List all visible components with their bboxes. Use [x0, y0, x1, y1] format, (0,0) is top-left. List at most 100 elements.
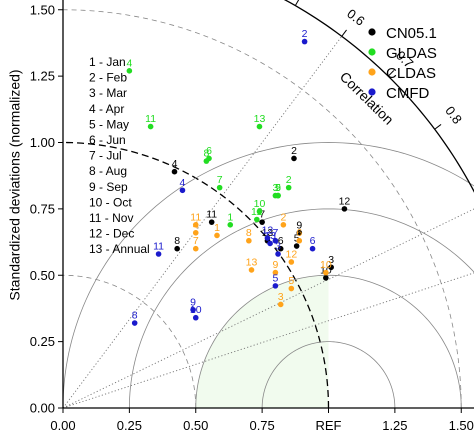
data-point	[179, 187, 186, 194]
data-point	[264, 235, 271, 241]
data-point-label: 5	[294, 233, 300, 245]
data-point	[293, 243, 300, 249]
data-point-label: 6	[296, 227, 302, 239]
month-key-entry: 3 - Mar	[89, 86, 127, 100]
data-point-label: 2	[286, 174, 292, 186]
legend-entry: GLDAS	[386, 45, 437, 62]
data-point-label: 4	[180, 177, 186, 189]
data-point-label: 7	[217, 174, 223, 186]
correlation-line-1	[62, 208, 474, 409]
data-point	[171, 168, 178, 175]
data-point	[227, 222, 234, 228]
rms-arc-3	[62, 142, 474, 409]
data-point	[254, 216, 260, 223]
data-point-label: 8	[132, 310, 138, 322]
y-axis-title: Standardized deviations (normalized)	[7, 69, 23, 300]
rms-arc-0	[261, 341, 396, 409]
x-tick-label: 0.25	[117, 418, 142, 432]
data-point-label: 7	[259, 209, 265, 221]
correlation-tick-mark	[387, 70, 395, 77]
data-point-label: 1	[214, 222, 220, 234]
data-point-label: 2	[302, 28, 308, 40]
data-point-label: 9	[296, 219, 302, 231]
data-point-label: 7	[193, 235, 199, 247]
data-point-label: 2	[280, 211, 286, 223]
data-point	[174, 245, 180, 252]
data-point-label: 12	[339, 195, 351, 207]
data-point	[296, 229, 303, 236]
y-tick-label: 1.25	[30, 69, 55, 84]
data-point-label: 13	[264, 230, 276, 242]
legend-entry: CLDAS	[386, 65, 436, 82]
rms-arc-2	[128, 208, 474, 409]
y-tick-label: 0.50	[30, 268, 55, 283]
data-point-label: 2	[291, 145, 297, 157]
data-point	[256, 208, 263, 215]
data-point-label: 9	[272, 259, 278, 271]
month-key-entry: 10 - Oct	[89, 195, 132, 209]
correlation-tick-mark	[294, 0, 300, 6]
legend-entry: CN05.1	[386, 25, 437, 42]
data-point-label: 3	[272, 182, 278, 194]
data-point	[192, 314, 199, 321]
month-key-entry: 5 - May	[89, 117, 129, 131]
data-point-label: 4	[172, 158, 178, 170]
data-point-label: 8	[246, 227, 252, 239]
data-point	[301, 38, 308, 45]
data-point	[192, 245, 199, 252]
data-point	[272, 283, 279, 289]
data-point	[288, 259, 295, 265]
data-point	[309, 245, 316, 252]
data-point-label: 5	[272, 272, 278, 284]
data-point	[280, 222, 287, 228]
data-point	[216, 184, 223, 191]
data-point	[208, 219, 215, 225]
data-point-label: 11	[190, 211, 201, 223]
data-point	[323, 269, 329, 276]
month-key-entry: 6 - Jun	[89, 133, 126, 147]
data-point	[277, 301, 284, 308]
legend-entry: CMFD	[386, 85, 429, 102]
x-tick-label: 1.50	[449, 418, 474, 432]
legend-marker	[368, 28, 376, 36]
correlation-tick-label: 0.6	[344, 6, 367, 29]
correlation-line-0	[62, 36, 343, 409]
month-key-entry: 7 - Jul	[89, 149, 122, 163]
x-tick-label: REF	[316, 418, 342, 432]
data-point	[248, 267, 255, 273]
sd-arc-0	[62, 274, 197, 409]
data-point-label: 10	[320, 259, 332, 271]
data-point-label: 3	[328, 254, 334, 266]
correlation-tick-label: 0.8	[442, 103, 465, 126]
x-tick-label: 0.75	[249, 418, 274, 432]
data-point	[214, 232, 220, 239]
legend-marker	[368, 68, 376, 76]
data-point	[126, 68, 133, 74]
outer-arc	[283, 0, 474, 193]
data-point-label: 13	[262, 227, 274, 239]
data-point	[275, 192, 281, 199]
data-point-label: 13	[246, 256, 258, 268]
data-point-label: 8	[203, 148, 209, 160]
data-point-label: 4	[126, 57, 132, 69]
data-point	[259, 219, 265, 225]
ref-hidden: REF	[316, 418, 342, 432]
data-point-label: 5	[275, 182, 281, 194]
rms-shading	[195, 275, 329, 408]
data-point	[272, 269, 279, 276]
data-point	[131, 320, 138, 326]
month-key-entry: 1 - Jan	[89, 55, 126, 69]
data-point-label: 9	[275, 182, 281, 194]
correlation-tick-mark	[341, 29, 347, 37]
data-point-label: 3	[275, 241, 281, 253]
y-tick-label: 0.75	[30, 201, 55, 216]
data-point	[285, 184, 292, 191]
data-point-label: 6	[206, 145, 212, 157]
x-tick-label: 0.50	[183, 418, 208, 432]
x-tick-label: 1.25	[382, 418, 407, 432]
month-key-entry: 11 - Nov	[89, 211, 133, 225]
data-point	[256, 123, 263, 130]
data-point-label: 6	[278, 235, 284, 247]
data-point-label: 8	[174, 235, 180, 247]
